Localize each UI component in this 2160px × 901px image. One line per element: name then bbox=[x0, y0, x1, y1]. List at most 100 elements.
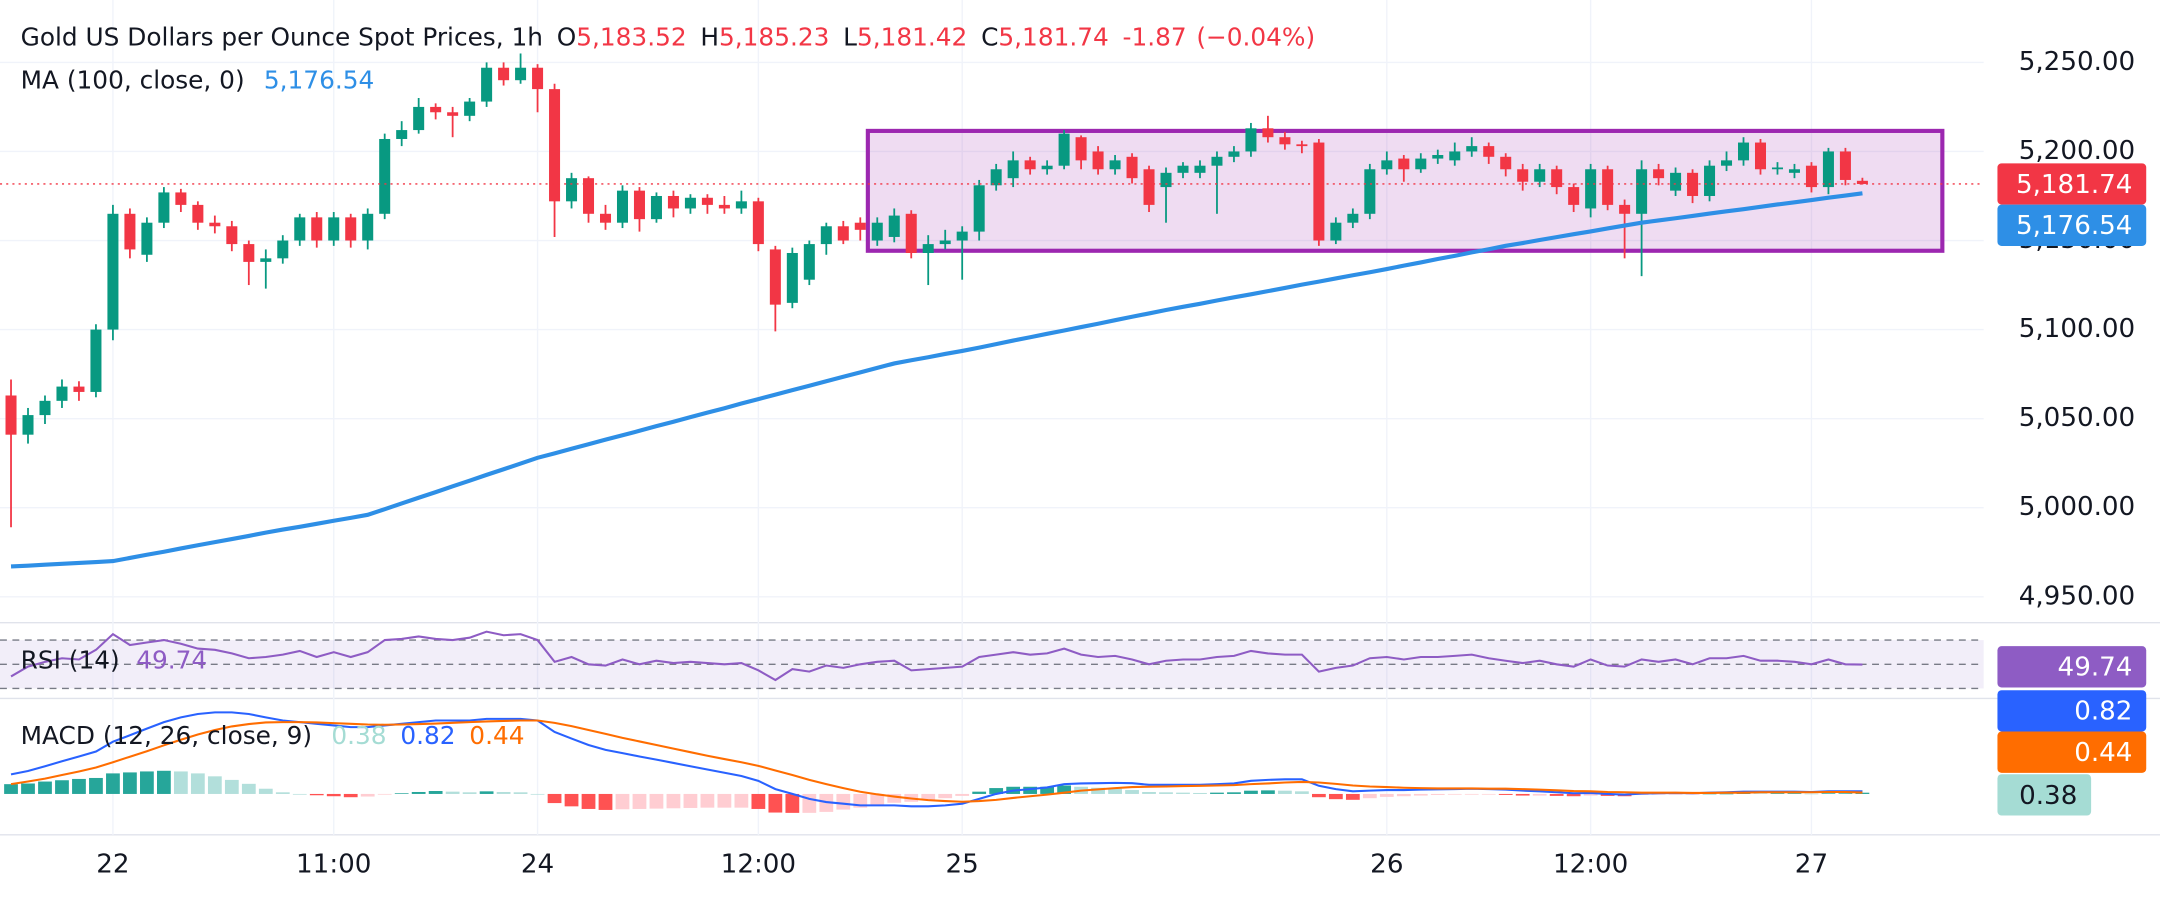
histogram-bar bbox=[1549, 793, 1564, 796]
macd-tag-text: 0.82 bbox=[2074, 697, 2132, 727]
candle-body bbox=[192, 204, 204, 223]
candle-body bbox=[1347, 213, 1359, 223]
candle-body bbox=[1517, 169, 1529, 182]
signal-line bbox=[10, 719, 1863, 803]
candle-body bbox=[1805, 165, 1817, 188]
candle-body bbox=[1126, 156, 1138, 179]
histogram-bar bbox=[717, 793, 732, 808]
legend-change: -1.87 bbox=[1123, 23, 1187, 52]
candle-body bbox=[430, 106, 442, 113]
histogram-bar bbox=[55, 780, 69, 794]
histogram-bar bbox=[1447, 793, 1462, 795]
histogram-bar bbox=[1821, 793, 1836, 794]
histogram-bar bbox=[1719, 793, 1734, 795]
candle-body bbox=[1466, 146, 1478, 152]
candle-body bbox=[1279, 137, 1291, 145]
histogram-bar bbox=[343, 793, 358, 798]
histogram-bar bbox=[1159, 792, 1173, 794]
histogram-bar bbox=[1685, 793, 1700, 795]
macd-tag bbox=[1997, 690, 2147, 732]
candle-body bbox=[583, 178, 595, 214]
histogram-bar bbox=[360, 793, 375, 797]
candle-body bbox=[1109, 160, 1121, 170]
histogram-bar bbox=[258, 788, 273, 794]
histogram-bar bbox=[955, 793, 970, 796]
legend-change-pct: (−0.04%) bbox=[1196, 23, 1315, 52]
candle-body bbox=[209, 222, 221, 227]
x-tick-label: 26 bbox=[1370, 850, 1403, 880]
candle-body bbox=[260, 258, 272, 262]
signal-tag bbox=[1997, 731, 2147, 773]
candle-body bbox=[1041, 165, 1053, 170]
histogram-bar bbox=[496, 791, 511, 794]
candle-body bbox=[667, 195, 679, 209]
candle-body bbox=[701, 197, 713, 205]
histogram-bar bbox=[1515, 793, 1530, 796]
candle-body bbox=[1381, 160, 1393, 170]
candle-body bbox=[1653, 169, 1665, 179]
legend-value: 5,181.74 bbox=[998, 23, 1108, 52]
legend-value: 5,185.23 bbox=[719, 23, 829, 52]
histogram-bar bbox=[428, 791, 443, 794]
x-tick-label: 24 bbox=[521, 850, 554, 880]
ma-name: MA (100, close, 0) bbox=[21, 65, 245, 94]
histogram-bar bbox=[1328, 793, 1343, 800]
candle-body bbox=[1092, 151, 1104, 170]
macd-line bbox=[10, 711, 1863, 808]
candle-body bbox=[481, 67, 493, 102]
histogram-bar bbox=[547, 793, 562, 804]
candle-body bbox=[922, 244, 934, 253]
candle-body bbox=[447, 112, 459, 116]
histogram-bar bbox=[4, 784, 18, 794]
histogram-bar bbox=[632, 793, 647, 809]
legend-label: O bbox=[557, 23, 577, 52]
histogram-bar bbox=[1651, 793, 1666, 795]
range-box bbox=[865, 128, 1945, 253]
histogram-bar bbox=[1396, 793, 1411, 797]
candle-body bbox=[73, 386, 85, 392]
candle-body bbox=[1534, 169, 1546, 182]
histogram-bar bbox=[1379, 793, 1394, 797]
plot bbox=[0, 53, 1984, 813]
candle-body bbox=[599, 213, 612, 223]
candle-body bbox=[1619, 204, 1631, 214]
macd-legend: MACD (12, 26, close, 9) 0.38 0.82 0.44 bbox=[21, 721, 525, 750]
histogram-bar bbox=[190, 773, 205, 794]
histogram-bar bbox=[649, 793, 664, 809]
candle-body bbox=[786, 252, 798, 303]
candle-body bbox=[973, 185, 985, 232]
histogram-bar bbox=[1125, 790, 1139, 794]
candle-body bbox=[871, 222, 883, 241]
candle-body bbox=[243, 244, 255, 262]
histogram-bar bbox=[1753, 793, 1768, 794]
candle-body bbox=[1449, 151, 1461, 161]
histogram-bar bbox=[173, 771, 188, 794]
ma-value: 5,176.54 bbox=[264, 65, 374, 94]
histogram-bar bbox=[1362, 793, 1377, 799]
candle-body bbox=[1602, 169, 1614, 205]
histogram-bar bbox=[21, 783, 35, 794]
candle-body bbox=[1839, 151, 1851, 180]
hist-tag-text: 0.38 bbox=[2019, 781, 2077, 811]
candle-body bbox=[1211, 156, 1223, 166]
candle-body bbox=[1228, 151, 1240, 157]
candle-body bbox=[735, 201, 747, 209]
candle-body bbox=[515, 67, 527, 81]
histogram-bar bbox=[751, 793, 766, 809]
histogram-bar bbox=[1498, 793, 1513, 795]
candle-body bbox=[1771, 167, 1783, 170]
signal-value: 0.44 bbox=[469, 721, 524, 750]
histogram-bar bbox=[1193, 792, 1207, 794]
candle-body bbox=[124, 213, 136, 250]
candle-body bbox=[226, 226, 238, 245]
candle-body bbox=[90, 329, 102, 392]
candle-body bbox=[566, 178, 578, 202]
ma-line bbox=[10, 191, 1863, 569]
candle-body bbox=[684, 197, 696, 209]
legend-label: C bbox=[981, 23, 998, 52]
candle-body bbox=[294, 217, 306, 241]
candle-body bbox=[549, 89, 561, 202]
hist-tag bbox=[1997, 774, 2092, 816]
rsi-name: RSI (14) bbox=[21, 645, 120, 674]
histogram-bar bbox=[683, 793, 698, 808]
